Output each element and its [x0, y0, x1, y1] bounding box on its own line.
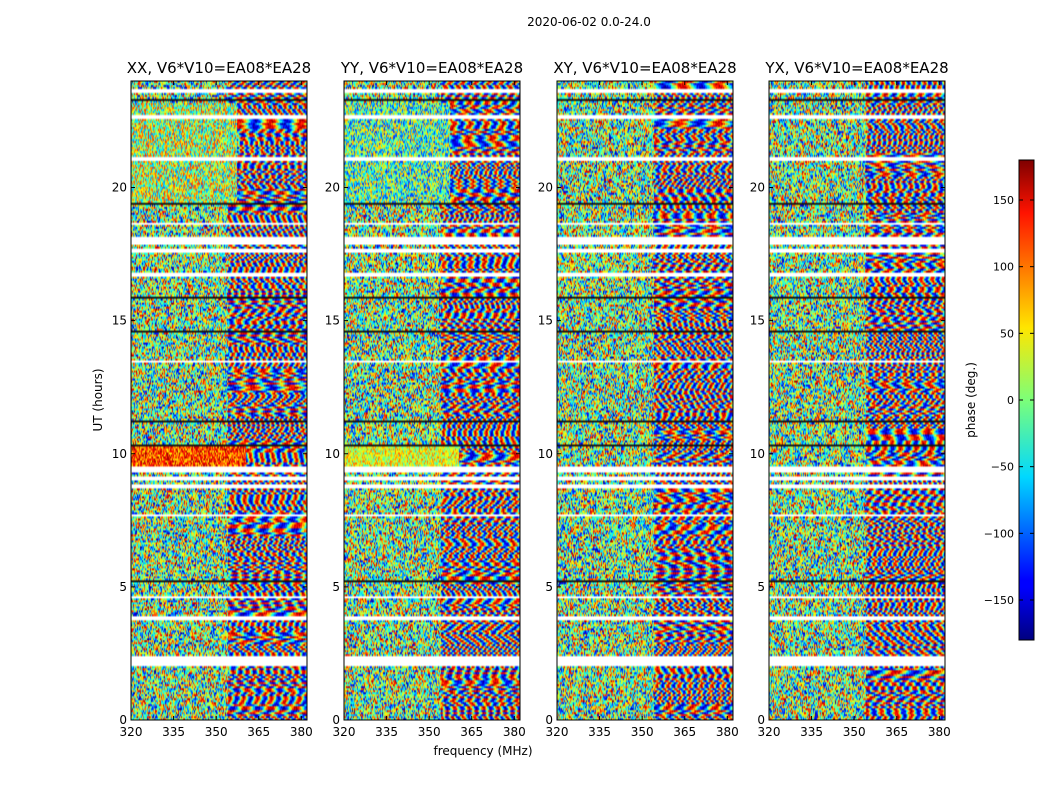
- colorbar-tick-label: −100: [984, 527, 1014, 540]
- x-tick-label: 350: [631, 725, 654, 739]
- colorbar-tick-label: −50: [991, 461, 1014, 474]
- phase-waterfall-xx: [131, 81, 307, 720]
- x-tick-label: 380: [716, 725, 739, 739]
- colorbar-tick-label: 0: [1007, 394, 1014, 407]
- phase-waterfall-yx: [769, 81, 945, 720]
- x-tick-label: 350: [843, 725, 866, 739]
- x-tick-label: 350: [205, 725, 228, 739]
- colorbar-ticks: 150 100 50 0 −50 −100 −150: [984, 194, 1034, 607]
- y-tick-label: 15: [112, 314, 127, 328]
- colorbar: phase (deg.) 150 100 50 0 −50 −100 −150: [964, 159, 1035, 641]
- panels-layer: XX, V6*V10=EA08*EA28 320 335 350 365 380 0 5 10 1…: [112, 59, 951, 739]
- colorbar-label: phase (deg.): [964, 362, 978, 438]
- x-axis-label: frequency (MHz): [433, 744, 532, 758]
- y-tick-label: 15: [325, 314, 340, 328]
- colorbar-tick-label: 50: [1000, 327, 1014, 340]
- y-tick-label: 20: [750, 181, 765, 195]
- colorbar-tick-label: −150: [984, 594, 1014, 607]
- panel-yy: YY, V6*V10=EA08*EA28 320 335 350 365 380 0 5 10 1…: [325, 59, 526, 739]
- x-tick-label: 380: [928, 725, 951, 739]
- panel-frame: [130, 80, 308, 721]
- panel-yx: YX, V6*V10=EA08*EA28 320 335 350 365 380 0 5 10 1…: [750, 59, 951, 739]
- y-tick-label: 10: [325, 447, 340, 461]
- x-tick-label: 320: [333, 725, 356, 739]
- y-tick-label: 0: [545, 713, 553, 727]
- phase-waterfall-xy: [557, 81, 733, 720]
- panel-xx: XX, V6*V10=EA08*EA28 320 335 350 365 380 0 5 10 1…: [112, 59, 313, 739]
- y-tick-label: 20: [538, 181, 553, 195]
- y-tick-label: 5: [757, 580, 765, 594]
- y-tick-label: 5: [119, 580, 127, 594]
- panel-frame: [768, 80, 946, 721]
- colorbar-tick-label: 150: [993, 194, 1014, 207]
- y-tick-label: 0: [757, 713, 765, 727]
- panel-title: XX, V6*V10=EA08*EA28: [127, 59, 311, 77]
- y-tick-label: 5: [545, 580, 553, 594]
- x-tick-label: 335: [800, 725, 823, 739]
- x-tick-label: 365: [247, 725, 270, 739]
- y-tick-label: 15: [750, 314, 765, 328]
- phase-waterfall-yy: [344, 81, 520, 720]
- x-tick-label: 350: [418, 725, 441, 739]
- y-tick-label: 5: [332, 580, 340, 594]
- x-tick-label: 335: [375, 725, 398, 739]
- panel-frame: [556, 80, 734, 721]
- x-tick-label: 320: [758, 725, 781, 739]
- x-tick-label: 320: [120, 725, 143, 739]
- y-axis-label: UT (hours): [91, 368, 105, 431]
- y-tick-label: 0: [332, 713, 340, 727]
- x-tick-label: 335: [162, 725, 185, 739]
- figure-title: 2020-06-02 0.0-24.0: [527, 15, 651, 29]
- y-tick-label: 0: [119, 713, 127, 727]
- x-tick-label: 365: [460, 725, 483, 739]
- y-tick-label: 10: [750, 447, 765, 461]
- x-tick-label: 320: [546, 725, 569, 739]
- y-tick-label: 10: [538, 447, 553, 461]
- panel-xy: XY, V6*V10=EA08*EA28 320 335 350 365 380 0 5 10 1…: [538, 59, 739, 739]
- panel-title: YX, V6*V10=EA08*EA28: [764, 59, 948, 77]
- x-tick-label: 380: [290, 725, 313, 739]
- colorbar-tick-label: 100: [993, 261, 1014, 274]
- x-tick-label: 365: [673, 725, 696, 739]
- y-tick-label: 20: [112, 181, 127, 195]
- x-tick-label: 380: [503, 725, 526, 739]
- y-tick-label: 15: [538, 314, 553, 328]
- panel-title: YY, V6*V10=EA08*EA28: [340, 59, 523, 77]
- panel-title: XY, V6*V10=EA08*EA28: [553, 59, 736, 77]
- y-tick-label: 10: [112, 447, 127, 461]
- y-tick-label: 20: [325, 181, 340, 195]
- x-tick-label: 335: [588, 725, 611, 739]
- panel-frame: [343, 80, 521, 721]
- x-tick-label: 365: [885, 725, 908, 739]
